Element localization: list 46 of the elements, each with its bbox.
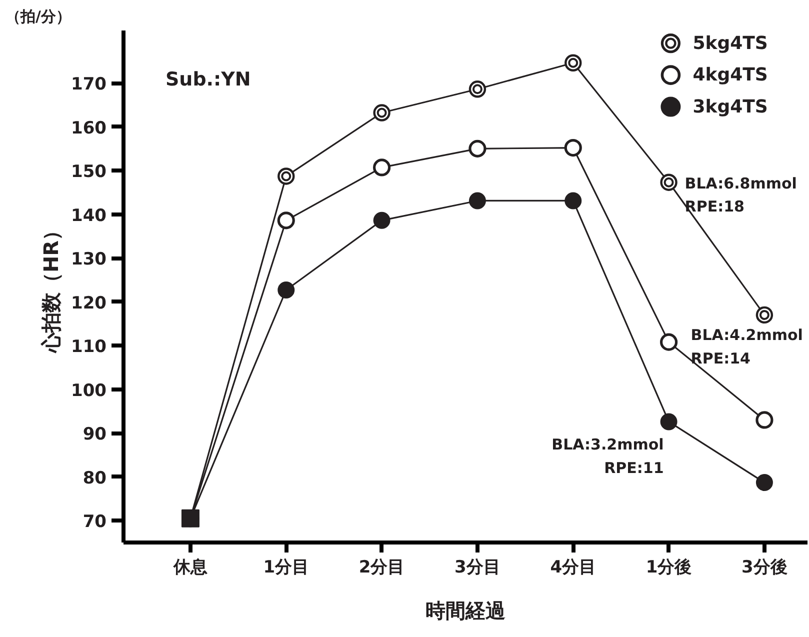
- y-axis-title: 心拍数（HR）: [39, 220, 64, 354]
- point: [468, 80, 486, 98]
- y-tick-label: 70: [82, 512, 107, 532]
- x-tick-label: 3分目: [454, 558, 500, 578]
- point: [278, 282, 295, 298]
- point: [278, 168, 295, 185]
- y-tick-label: 160: [71, 118, 107, 138]
- x-tick-label: 2分目: [358, 558, 405, 578]
- point: [468, 192, 486, 210]
- point: [660, 413, 678, 430]
- annotation: BLA:6.8mmol RPE:18: [684, 174, 797, 216]
- point: [660, 174, 678, 191]
- x-tick-label: 3分後: [742, 558, 788, 578]
- x-tick-label: 1分後: [646, 558, 692, 578]
- point: [564, 192, 582, 210]
- point: [277, 212, 295, 230]
- y-tick-label: 100: [71, 380, 107, 401]
- x-axis-title: 時間経過: [426, 598, 506, 622]
- x-tick-label: 4分目: [550, 558, 596, 578]
- point: [660, 333, 678, 351]
- annotation: BLA:4.2mmol RPE:14: [690, 326, 803, 368]
- point: [564, 54, 582, 72]
- point: [372, 158, 391, 176]
- text: （拍/分）: [6, 8, 71, 26]
- y-tick-label: 80: [82, 468, 107, 488]
- y-tick-label: 140: [71, 206, 107, 226]
- legend-label: 5kg4TS: [692, 32, 768, 54]
- y-tick-label: 150: [71, 162, 107, 182]
- point: [468, 140, 486, 158]
- annotation: BLA:3.2mmol RPE:11: [552, 436, 664, 478]
- y-tick-label: 90: [82, 424, 107, 445]
- y-tick-label: 110: [71, 337, 107, 358]
- point: [756, 411, 774, 429]
- point: [756, 306, 774, 324]
- point: [756, 474, 773, 492]
- point: [373, 104, 390, 122]
- annotation: Sub.:YN: [166, 68, 251, 90]
- point: [373, 212, 390, 229]
- y-tick-label: 120: [71, 293, 107, 314]
- x-tick-label: 1分目: [263, 558, 310, 578]
- point: [564, 138, 582, 157]
- y-tick-label: 170: [71, 74, 107, 95]
- legend-label: 3kg4TS: [692, 96, 768, 118]
- x-tick-label: 休息: [172, 558, 208, 578]
- legend-label: 4kg4TS: [692, 64, 768, 86]
- y-tick-label: 130: [71, 250, 107, 270]
